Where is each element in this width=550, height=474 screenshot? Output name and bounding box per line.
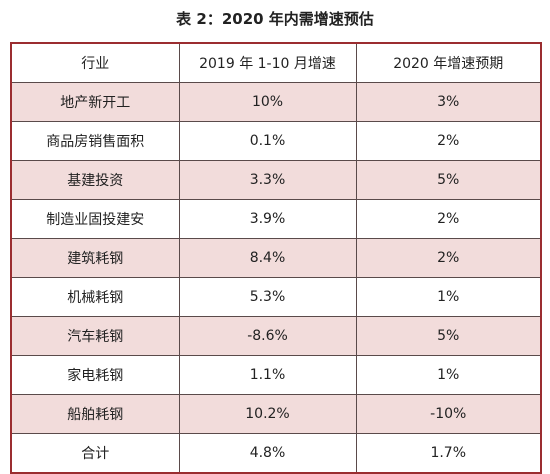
header-cell: 行业: [10, 42, 180, 83]
table-row: 地产新开工 10% 3%: [10, 82, 542, 122]
table-cell: 基建投资: [10, 160, 180, 200]
table-cell: 机械耗钢: [10, 277, 180, 317]
table-cell: 0.1%: [178, 121, 357, 161]
table-row: 合计 4.8% 1.7%: [10, 433, 542, 474]
table-row: 建筑耗钢 8.4% 2%: [10, 238, 542, 278]
table-cell: 3.9%: [178, 199, 357, 239]
table-cell: 5.3%: [178, 277, 357, 317]
table-row: 船舶耗钢 10.2% -10%: [10, 394, 542, 434]
table-row: 汽车耗钢 -8.6% 5%: [10, 316, 542, 356]
table-cell: 2%: [355, 238, 542, 278]
table-cell: 2%: [355, 199, 542, 239]
table-cell: 建筑耗钢: [10, 238, 180, 278]
table-cell: 1%: [355, 355, 542, 395]
table-row: 家电耗钢 1.1% 1%: [10, 355, 542, 395]
table-cell: 1%: [355, 277, 542, 317]
header-row: 行业 2019 年 1-10 月增速 2020 年增速预期: [10, 42, 542, 83]
header-cell: 2019 年 1-10 月增速: [178, 42, 357, 83]
table-cell: -8.6%: [178, 316, 357, 356]
table-row: 基建投资 3.3% 5%: [10, 160, 542, 200]
table-row: 制造业固投建安 3.9% 2%: [10, 199, 542, 239]
table-cell: 8.4%: [178, 238, 357, 278]
table-row: 机械耗钢 5.3% 1%: [10, 277, 542, 317]
table-cell: 5%: [355, 316, 542, 356]
page: 表 2：2020 年内需增速预估 行业 2019 年 1-10 月增速 2020 年…: [10, 10, 542, 474]
table-cell: 5%: [355, 160, 542, 200]
data-table: 行业 2019 年 1-10 月增速 2020 年增速预期 地产新开工 10% 3% 商品房…: [10, 42, 542, 474]
table-cell: 3%: [355, 82, 542, 122]
table-cell: 4.8%: [178, 433, 357, 474]
table-cell: 家电耗钢: [10, 355, 180, 395]
table-cell: 制造业固投建安: [10, 199, 180, 239]
table-cell: 商品房销售面积: [10, 121, 180, 161]
table-cell: 1.1%: [178, 355, 357, 395]
table-cell: 地产新开工: [10, 82, 180, 122]
header-cell: 2020 年增速预期: [355, 42, 542, 83]
table-cell: -10%: [355, 394, 542, 434]
table-cell: 3.3%: [178, 160, 357, 200]
table-cell: 10.2%: [178, 394, 357, 434]
table-cell: 合计: [10, 433, 180, 474]
table-cell: 1.7%: [355, 433, 542, 474]
table-cell: 汽车耗钢: [10, 316, 180, 356]
table-cell: 船舶耗钢: [10, 394, 180, 434]
table-row: 商品房销售面积 0.1% 2%: [10, 121, 542, 161]
table-cell: 10%: [178, 82, 357, 122]
table-title: 表 2：2020 年内需增速预估: [176, 10, 374, 28]
table-cell: 2%: [355, 121, 542, 161]
